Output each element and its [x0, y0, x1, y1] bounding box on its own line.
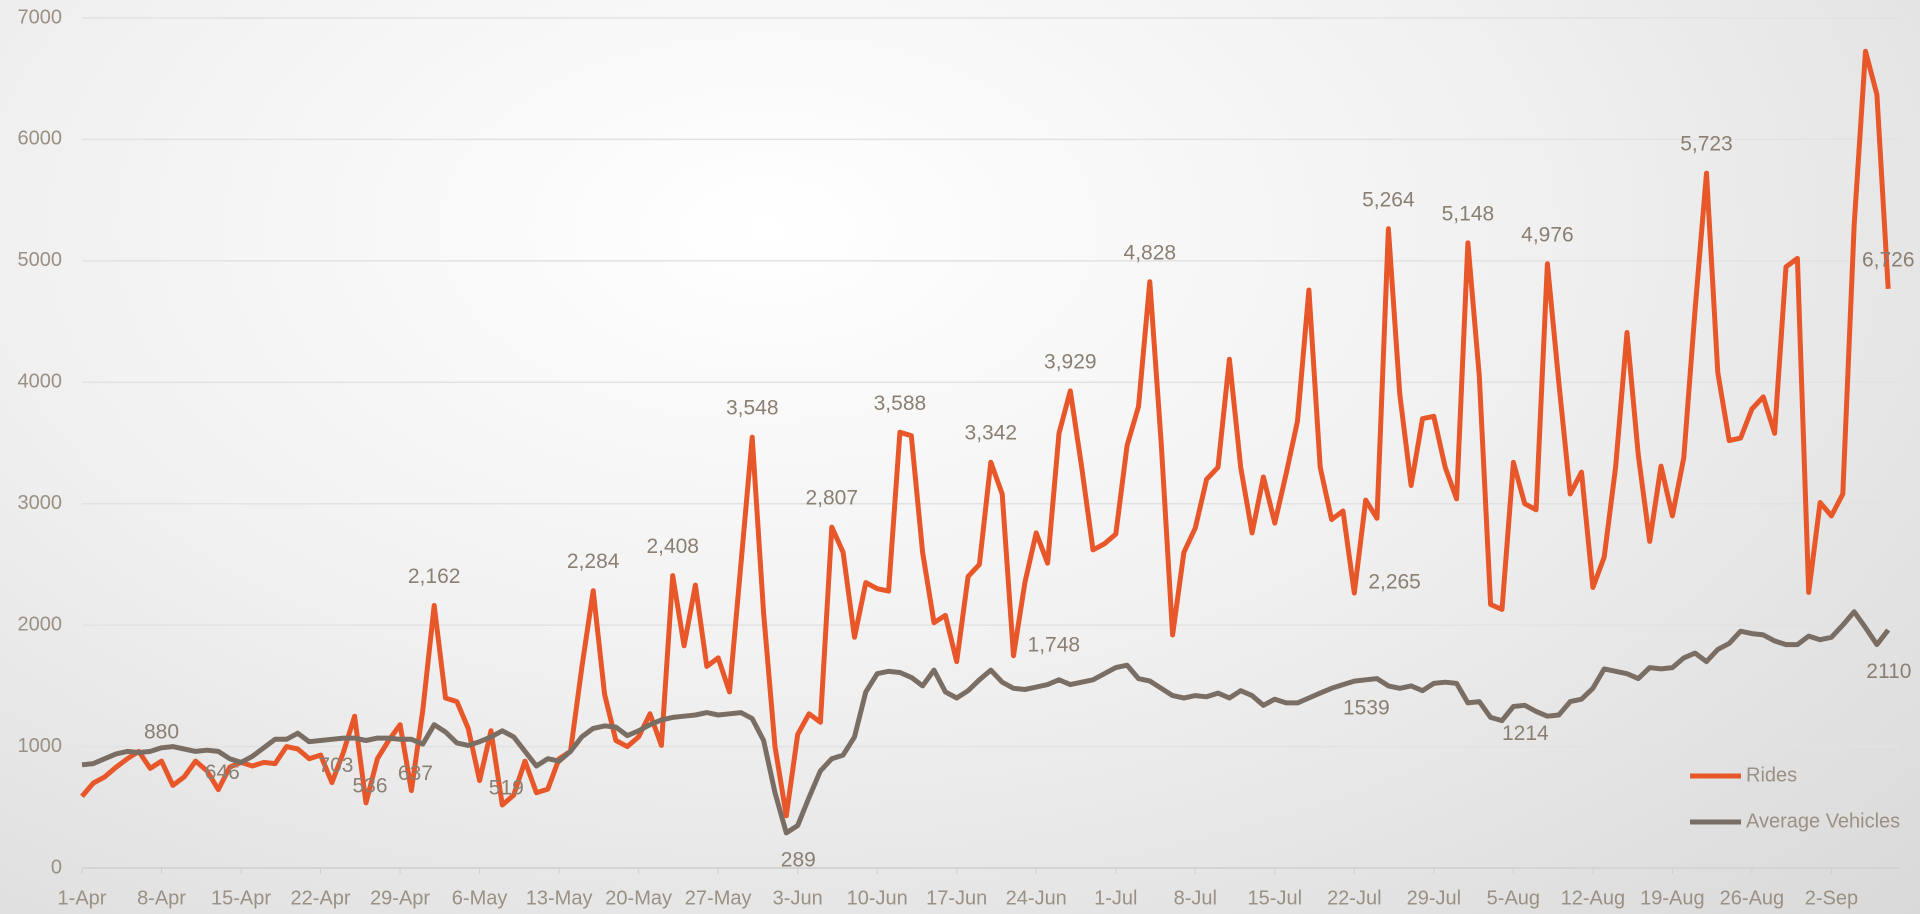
data-label: 3,929 [1044, 350, 1097, 373]
x-tick-label: 17-Jun [926, 887, 987, 909]
data-label: 1539 [1343, 697, 1390, 720]
data-label: 4,976 [1521, 223, 1574, 246]
y-tick-label: 3000 [18, 492, 63, 514]
y-tick-label: 6000 [18, 128, 63, 150]
x-tick-label: 2-Sep [1805, 887, 1858, 909]
x-tick-label: 15-Jul [1248, 887, 1302, 909]
x-tick-label: 20-May [605, 887, 672, 909]
x-tick-label: 27-May [685, 887, 752, 909]
x-tick-label: 1-Jul [1094, 887, 1137, 909]
x-tick-label: 3-Jun [773, 887, 823, 909]
y-tick-label: 7000 [18, 6, 63, 28]
x-tick-label: 8-Jul [1174, 887, 1217, 909]
data-label: 703 [318, 754, 353, 777]
data-label: 2,408 [646, 535, 699, 558]
data-label: 637 [398, 762, 433, 785]
x-tick-label: 6-May [452, 887, 508, 909]
data-label: 2,284 [567, 550, 620, 573]
data-label: 536 [352, 774, 387, 797]
data-label: 1,748 [1028, 633, 1081, 656]
x-tick-label: 8-Apr [137, 887, 186, 909]
y-tick-label: 4000 [18, 371, 63, 393]
y-tick-label: 1000 [18, 735, 63, 757]
x-tick-label: 19-Aug [1640, 887, 1705, 909]
x-tick-label: 13-May [526, 887, 593, 909]
data-label: 3,588 [874, 392, 927, 415]
legend-label: Rides [1746, 764, 1797, 786]
data-label: 2,265 [1368, 571, 1421, 594]
data-label: 2,807 [805, 487, 858, 510]
x-tick-label: 15-Apr [211, 887, 271, 909]
x-tick-label: 24-Jun [1006, 887, 1067, 909]
data-label: 2110 [1866, 660, 1911, 683]
data-label: 289 [781, 848, 816, 871]
data-label: 3,548 [726, 397, 779, 420]
data-label: 880 [144, 721, 179, 744]
data-label: 2,162 [408, 565, 461, 588]
x-tick-label: 10-Jun [847, 887, 908, 909]
data-label: 3,342 [965, 422, 1018, 445]
data-label: 5,264 [1362, 188, 1415, 211]
y-tick-label: 5000 [18, 249, 63, 271]
y-tick-label: 2000 [18, 613, 63, 635]
data-label: 5,723 [1680, 133, 1733, 156]
x-tick-label: 29-Jul [1407, 887, 1461, 909]
y-tick-label: 0 [51, 856, 62, 878]
data-label: 646 [205, 761, 240, 784]
x-tick-label: 5-Aug [1487, 887, 1540, 909]
x-tick-label: 22-Jul [1327, 887, 1381, 909]
data-label: 5,148 [1442, 202, 1495, 225]
x-tick-label: 12-Aug [1561, 887, 1626, 909]
x-tick-label: 26-Aug [1720, 887, 1785, 909]
data-label: 4,828 [1124, 241, 1177, 264]
x-tick-label: 29-Apr [370, 887, 430, 909]
series-line [80, 48, 1891, 819]
x-tick-label: 22-Apr [291, 887, 351, 909]
legend-label: Average Vehicles [1746, 810, 1900, 832]
x-tick-label: 1-Apr [58, 887, 107, 909]
data-label: 6,726 [1862, 248, 1915, 271]
data-label: 519 [489, 777, 524, 800]
data-label: 1214 [1502, 722, 1549, 745]
series-line [81, 609, 1891, 836]
